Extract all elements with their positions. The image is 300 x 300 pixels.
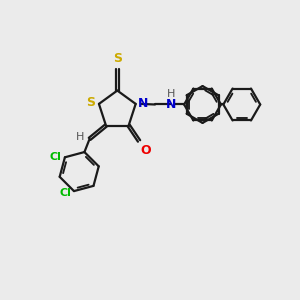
Text: H: H (76, 132, 84, 142)
Text: S: S (86, 96, 95, 109)
Text: H: H (167, 89, 175, 99)
Text: N: N (166, 98, 176, 111)
Text: O: O (141, 144, 151, 157)
Text: N: N (138, 98, 148, 110)
Text: S: S (113, 52, 122, 65)
Text: Cl: Cl (59, 188, 71, 198)
Text: Cl: Cl (50, 152, 61, 162)
